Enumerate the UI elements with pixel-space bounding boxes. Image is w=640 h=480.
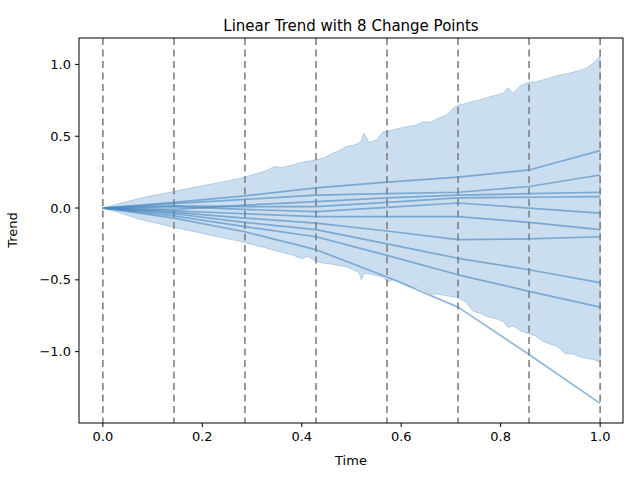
y-tick-label: −1.0 (39, 344, 71, 359)
x-tick-label: 0.8 (490, 429, 511, 444)
x-tick-label: 1.0 (590, 429, 611, 444)
y-tick-label: 1.0 (50, 57, 71, 72)
x-tick-label: 0.4 (291, 429, 312, 444)
y-tick-label: −0.5 (39, 272, 71, 287)
x-tick-label: 0.0 (93, 429, 114, 444)
y-tick-label: 0.5 (50, 129, 71, 144)
x-tick-label: 0.6 (391, 429, 412, 444)
figure: Linear Trend with 8 Change Points Trend … (0, 0, 640, 480)
plot-area: 0.0 0.2 0.4 0.6 0.8 1.0 1.0 0.5 0.0 −0.5 −1.0 (0, 0, 640, 480)
x-tick-label: 0.2 (192, 429, 213, 444)
plot-contents (103, 38, 600, 423)
y-tick-label: 0.0 (50, 201, 71, 216)
